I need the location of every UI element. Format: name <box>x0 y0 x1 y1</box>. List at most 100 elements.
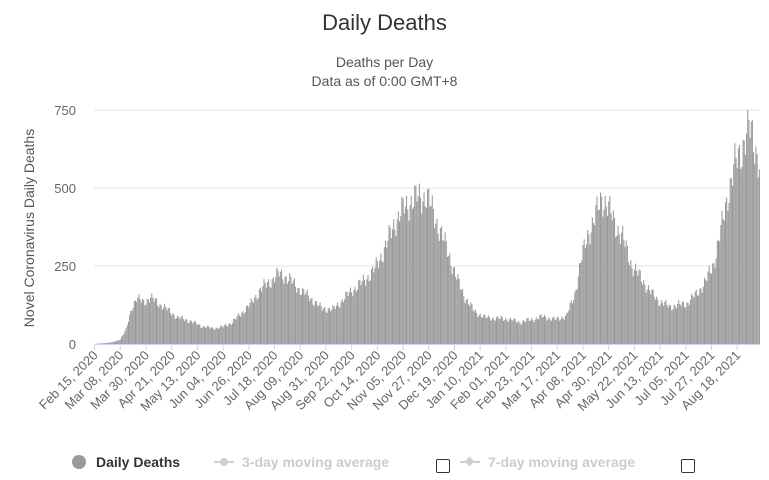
bar <box>305 292 307 344</box>
bar <box>508 319 510 344</box>
bar <box>177 315 179 344</box>
bar <box>354 286 356 344</box>
bar <box>740 168 742 344</box>
3day-average-checkbox[interactable] <box>436 459 450 473</box>
bar <box>213 329 215 344</box>
bar <box>130 310 132 344</box>
bar <box>324 307 326 344</box>
bar <box>110 342 112 344</box>
bar <box>161 310 163 344</box>
bar <box>712 263 714 344</box>
legend-item-3day-average[interactable]: 3-day moving average <box>214 454 389 470</box>
bar <box>421 213 423 344</box>
bar <box>568 310 570 344</box>
bar <box>684 307 686 344</box>
bar <box>314 300 316 344</box>
bar <box>464 303 466 344</box>
bar <box>358 280 360 344</box>
bar <box>702 286 704 344</box>
legend-item-7day-average[interactable]: 7-day moving average <box>460 454 635 470</box>
bar <box>602 216 604 344</box>
bar <box>476 313 478 344</box>
bar <box>584 248 586 344</box>
bar <box>668 304 670 344</box>
bar <box>330 311 332 344</box>
bar <box>569 302 571 344</box>
bar <box>609 195 611 344</box>
bar <box>612 210 614 344</box>
bar <box>373 272 375 344</box>
bar <box>722 218 724 344</box>
bar <box>507 321 509 344</box>
bar <box>756 154 758 344</box>
bar <box>459 289 461 344</box>
bar <box>328 307 330 344</box>
bar <box>307 295 309 344</box>
bar <box>407 209 409 344</box>
bar <box>293 278 295 344</box>
bar <box>321 310 323 344</box>
bar <box>706 280 708 344</box>
bar <box>256 299 258 344</box>
bar <box>479 313 481 344</box>
legend-item-daily-deaths[interactable]: Daily Deaths <box>72 454 180 470</box>
bar <box>386 247 388 344</box>
bar <box>141 298 144 344</box>
bar <box>216 327 218 344</box>
bar <box>384 240 387 344</box>
bar <box>368 281 370 344</box>
bar <box>576 289 578 344</box>
bar <box>122 335 124 344</box>
bar <box>411 208 413 344</box>
bar <box>212 327 214 344</box>
bar <box>424 206 426 344</box>
bar <box>208 326 210 344</box>
bar <box>266 281 269 344</box>
bar <box>259 287 262 344</box>
bar <box>420 197 422 344</box>
bar <box>348 292 350 344</box>
bar <box>665 299 667 344</box>
bar <box>196 325 198 344</box>
bar <box>283 283 285 344</box>
bar <box>361 280 363 344</box>
bar <box>674 305 676 344</box>
bar <box>757 177 759 344</box>
bar <box>125 328 127 344</box>
bar <box>664 301 666 344</box>
bar <box>229 323 231 344</box>
bar <box>277 270 279 344</box>
bar <box>403 213 405 344</box>
bar <box>478 315 480 344</box>
bar <box>631 268 633 344</box>
bar <box>342 302 344 344</box>
bar <box>733 164 735 344</box>
bar <box>292 280 294 344</box>
bar <box>397 211 399 344</box>
bar <box>240 316 242 344</box>
bar <box>563 319 565 344</box>
7day-average-checkbox[interactable] <box>681 459 695 473</box>
bar <box>546 320 548 344</box>
bar <box>614 218 616 344</box>
bar <box>729 178 731 344</box>
bar <box>660 300 662 344</box>
bar <box>517 322 519 344</box>
bar <box>152 297 154 344</box>
bar <box>237 313 239 344</box>
bar <box>341 299 343 344</box>
bar <box>99 343 101 344</box>
bar <box>500 315 502 344</box>
bar <box>630 260 632 344</box>
bar <box>667 307 669 344</box>
bar <box>159 303 161 344</box>
bar <box>115 341 117 344</box>
bar <box>327 308 329 344</box>
bar <box>116 340 118 344</box>
bar <box>744 154 746 344</box>
bar <box>174 318 176 344</box>
bar <box>316 301 318 344</box>
bar <box>545 316 547 344</box>
bar <box>220 325 222 344</box>
bar <box>151 293 153 344</box>
